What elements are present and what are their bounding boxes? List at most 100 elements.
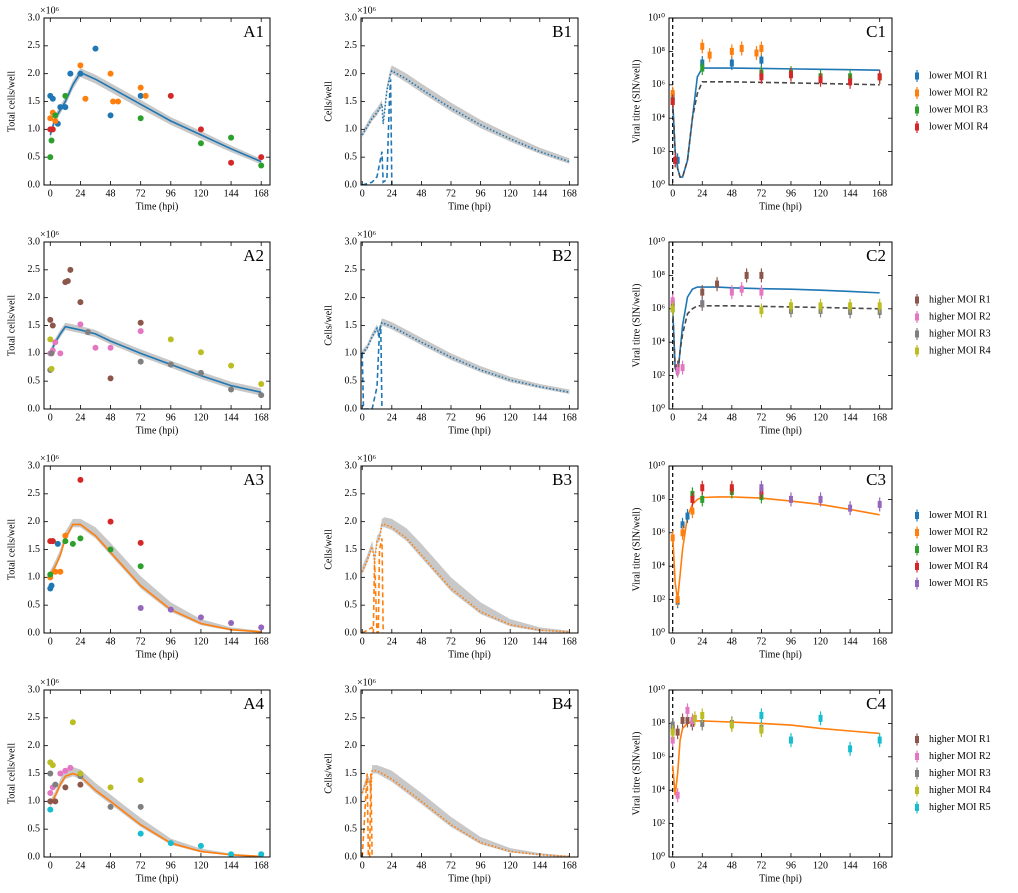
y-tick-label: 0.5: [345, 599, 358, 610]
data-point: [137, 604, 144, 611]
model-line: [361, 769, 570, 857]
data-point: [48, 137, 55, 144]
x-tick-label: 0: [48, 636, 53, 647]
data-point: [137, 777, 144, 784]
data-point: [62, 104, 69, 111]
x-tick-label: 0: [48, 860, 53, 871]
y-tick-label: 0.0: [345, 851, 358, 862]
legend-label: higher MOI R3: [929, 328, 991, 339]
data-point: [877, 736, 882, 744]
data-point: [670, 728, 675, 736]
plot-area: [361, 318, 570, 409]
model-line: [361, 321, 570, 394]
axis-multiplier: ×10⁶: [357, 5, 377, 16]
legend-marker: [915, 563, 919, 570]
x-tick-label: 24: [697, 412, 707, 423]
y-axis-label: Viral titre (SIN/well): [631, 284, 642, 368]
x-axis-label: Time (hpi): [136, 873, 179, 884]
data-point: [167, 336, 174, 343]
y-tick-label: 0.0: [28, 851, 41, 862]
data-point: [680, 521, 685, 529]
panel-label: C4: [866, 694, 886, 713]
data-point: [107, 546, 114, 553]
y-tick-label: 2.5: [345, 40, 358, 51]
y-tick-label: 10⁰: [651, 403, 665, 414]
x-tick-label: 24: [697, 860, 707, 871]
x-tick-label: 120: [503, 412, 518, 423]
panel: 0.0 0.5 1.0 1.5 2.0 2.5 3.0 0 24 48 72 96 120 144 168 T…: [6, 677, 271, 884]
data-point: [877, 73, 882, 81]
y-axis-label: Viral titre (SIN/well): [631, 60, 642, 144]
x-tick-label: 120: [193, 860, 208, 871]
data-point: [675, 156, 680, 164]
data-point: [700, 719, 705, 727]
legend-marker: [915, 123, 919, 131]
legend-label: lower MOI R2: [929, 87, 988, 98]
data-point: [788, 71, 793, 79]
data-point: [52, 568, 59, 575]
plot-area: [361, 65, 570, 185]
y-tick-label: 3.0: [28, 236, 41, 247]
y-tick-label: 1.0: [28, 572, 41, 583]
x-tick-label: 168: [254, 860, 269, 871]
data-point: [107, 518, 114, 525]
data-point: [729, 484, 734, 492]
y-tick-label: 1.0: [28, 796, 41, 807]
x-tick-label: 168: [254, 636, 269, 647]
x-tick-label: 144: [843, 412, 858, 423]
panel-label: B2: [552, 246, 572, 265]
data-point: [675, 367, 680, 375]
panel-label: A4: [243, 694, 264, 713]
data-point: [197, 126, 204, 133]
data-point: [57, 770, 64, 777]
x-tick-label: 0: [360, 860, 365, 871]
y-tick-label: 2.0: [345, 740, 358, 751]
data-point: [675, 596, 680, 604]
data-point: [707, 51, 712, 59]
data-point: [137, 328, 144, 335]
data-point: [228, 134, 235, 141]
data-point: [49, 322, 56, 329]
data-point: [167, 606, 174, 613]
x-tick-label: 168: [872, 188, 887, 199]
data-point: [167, 361, 174, 368]
y-tick-label: 1.5: [28, 768, 41, 779]
data-point: [729, 721, 734, 729]
data-point: [69, 719, 76, 726]
y-tick-label: 2.0: [345, 68, 358, 79]
x-tick-label: 48: [416, 412, 426, 423]
x-tick-label: 72: [756, 188, 766, 199]
data-point: [49, 762, 56, 769]
data-point: [685, 512, 690, 520]
y-tick-label: 0.5: [345, 823, 358, 834]
legend-label: higher MOI R1: [929, 734, 991, 745]
y-tick-label: 2.0: [28, 740, 41, 751]
y-tick-label: 1.5: [28, 96, 41, 107]
y-tick-label: 2.5: [345, 264, 358, 275]
axis-multiplier: ×10⁶: [40, 453, 60, 464]
y-tick-label: 10²: [652, 594, 665, 605]
data-point: [57, 104, 64, 111]
legend-label: lower MOI R1: [929, 510, 988, 521]
confidence-band: [362, 65, 570, 164]
x-tick-label: 120: [813, 636, 828, 647]
x-tick-label: 120: [193, 188, 208, 199]
y-tick-label: 0.5: [345, 375, 358, 386]
data-point: [57, 350, 64, 357]
data-point: [788, 302, 793, 310]
x-tick-label: 24: [387, 188, 397, 199]
y-tick-label: 10⁸: [652, 494, 666, 505]
legend-marker: [915, 546, 919, 553]
y-tick-label: 1.0: [345, 124, 358, 135]
data-point: [685, 706, 690, 714]
x-tick-label: 168: [562, 860, 577, 871]
data-point: [788, 495, 793, 503]
y-tick-label: 0.0: [345, 179, 358, 190]
x-tick-label: 120: [813, 860, 828, 871]
x-tick-label: 0: [360, 188, 365, 199]
legend-marker: [915, 313, 919, 321]
x-tick-label: 24: [75, 636, 85, 647]
data-point: [700, 300, 705, 308]
axes-frame: [360, 465, 579, 634]
y-tick-label: 0.5: [28, 599, 41, 610]
